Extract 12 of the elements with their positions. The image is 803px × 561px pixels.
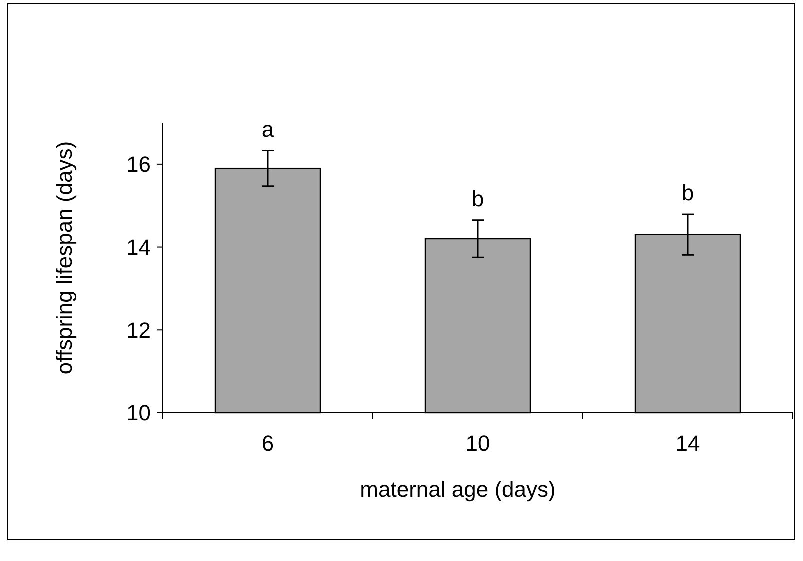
y-tick-label: 14: [126, 234, 151, 260]
x-tick-label: 14: [676, 431, 700, 456]
annotation: a: [262, 116, 275, 142]
y-tick-label: 12: [126, 318, 151, 343]
annotation: b: [472, 186, 484, 212]
y-tick-label: 10: [126, 400, 151, 426]
annotation: b: [682, 180, 694, 206]
x-tick-label: 6: [262, 431, 274, 456]
y-axis-title: offspring lifespan (days): [52, 141, 77, 375]
y-tick-label: 16: [126, 152, 151, 178]
x-tick-label: 10: [466, 431, 490, 456]
x-axis-title: maternal age (days): [360, 477, 556, 502]
